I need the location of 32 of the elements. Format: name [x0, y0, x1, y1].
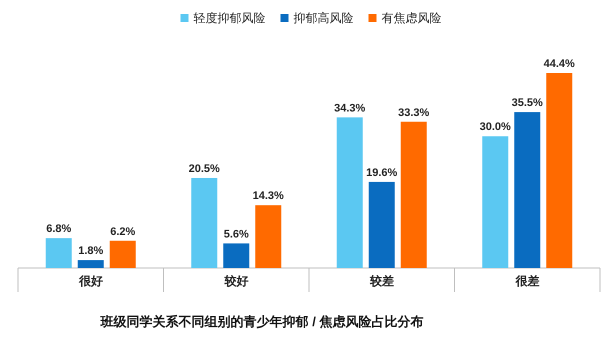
legend-label: 抑郁高风险 — [294, 11, 354, 25]
bar — [223, 243, 250, 268]
bar — [400, 122, 427, 268]
x-tick-label: 较差 — [368, 274, 394, 288]
bar — [482, 136, 508, 268]
data-label: 1.8% — [78, 245, 104, 258]
x-tick-label: 很差 — [514, 274, 540, 288]
x-tick-label: 较好 — [223, 274, 248, 288]
bar — [46, 238, 72, 268]
x-tick-label: 很好 — [78, 274, 103, 288]
legend-label: 轻度抑郁风险 — [194, 11, 266, 25]
data-label: 33.3% — [398, 106, 430, 119]
bar — [78, 260, 104, 268]
bar — [368, 182, 395, 268]
text: 班级同学关系不同组别的青少年抑郁 / 焦虑风险占比分布 — [100, 314, 424, 329]
data-label: 6.8% — [46, 223, 72, 236]
legend-label: 有焦虑风险 — [382, 11, 442, 25]
data-label: 30.0% — [480, 121, 512, 134]
bar — [191, 178, 218, 268]
bar — [546, 73, 572, 268]
bar — [255, 205, 282, 268]
data-label: 44.4% — [544, 58, 576, 70]
bar — [336, 117, 363, 268]
data-label: 35.5% — [512, 97, 544, 110]
data-label: 34.3% — [334, 102, 366, 114]
data-label: 6.2% — [110, 226, 136, 238]
data-label: 20.5% — [188, 162, 220, 175]
data-label: 14.3% — [252, 190, 284, 202]
data-label: 5.6% — [224, 228, 249, 240]
data-label: 19.6% — [366, 166, 398, 179]
bar — [514, 112, 540, 268]
bar — [110, 240, 136, 268]
